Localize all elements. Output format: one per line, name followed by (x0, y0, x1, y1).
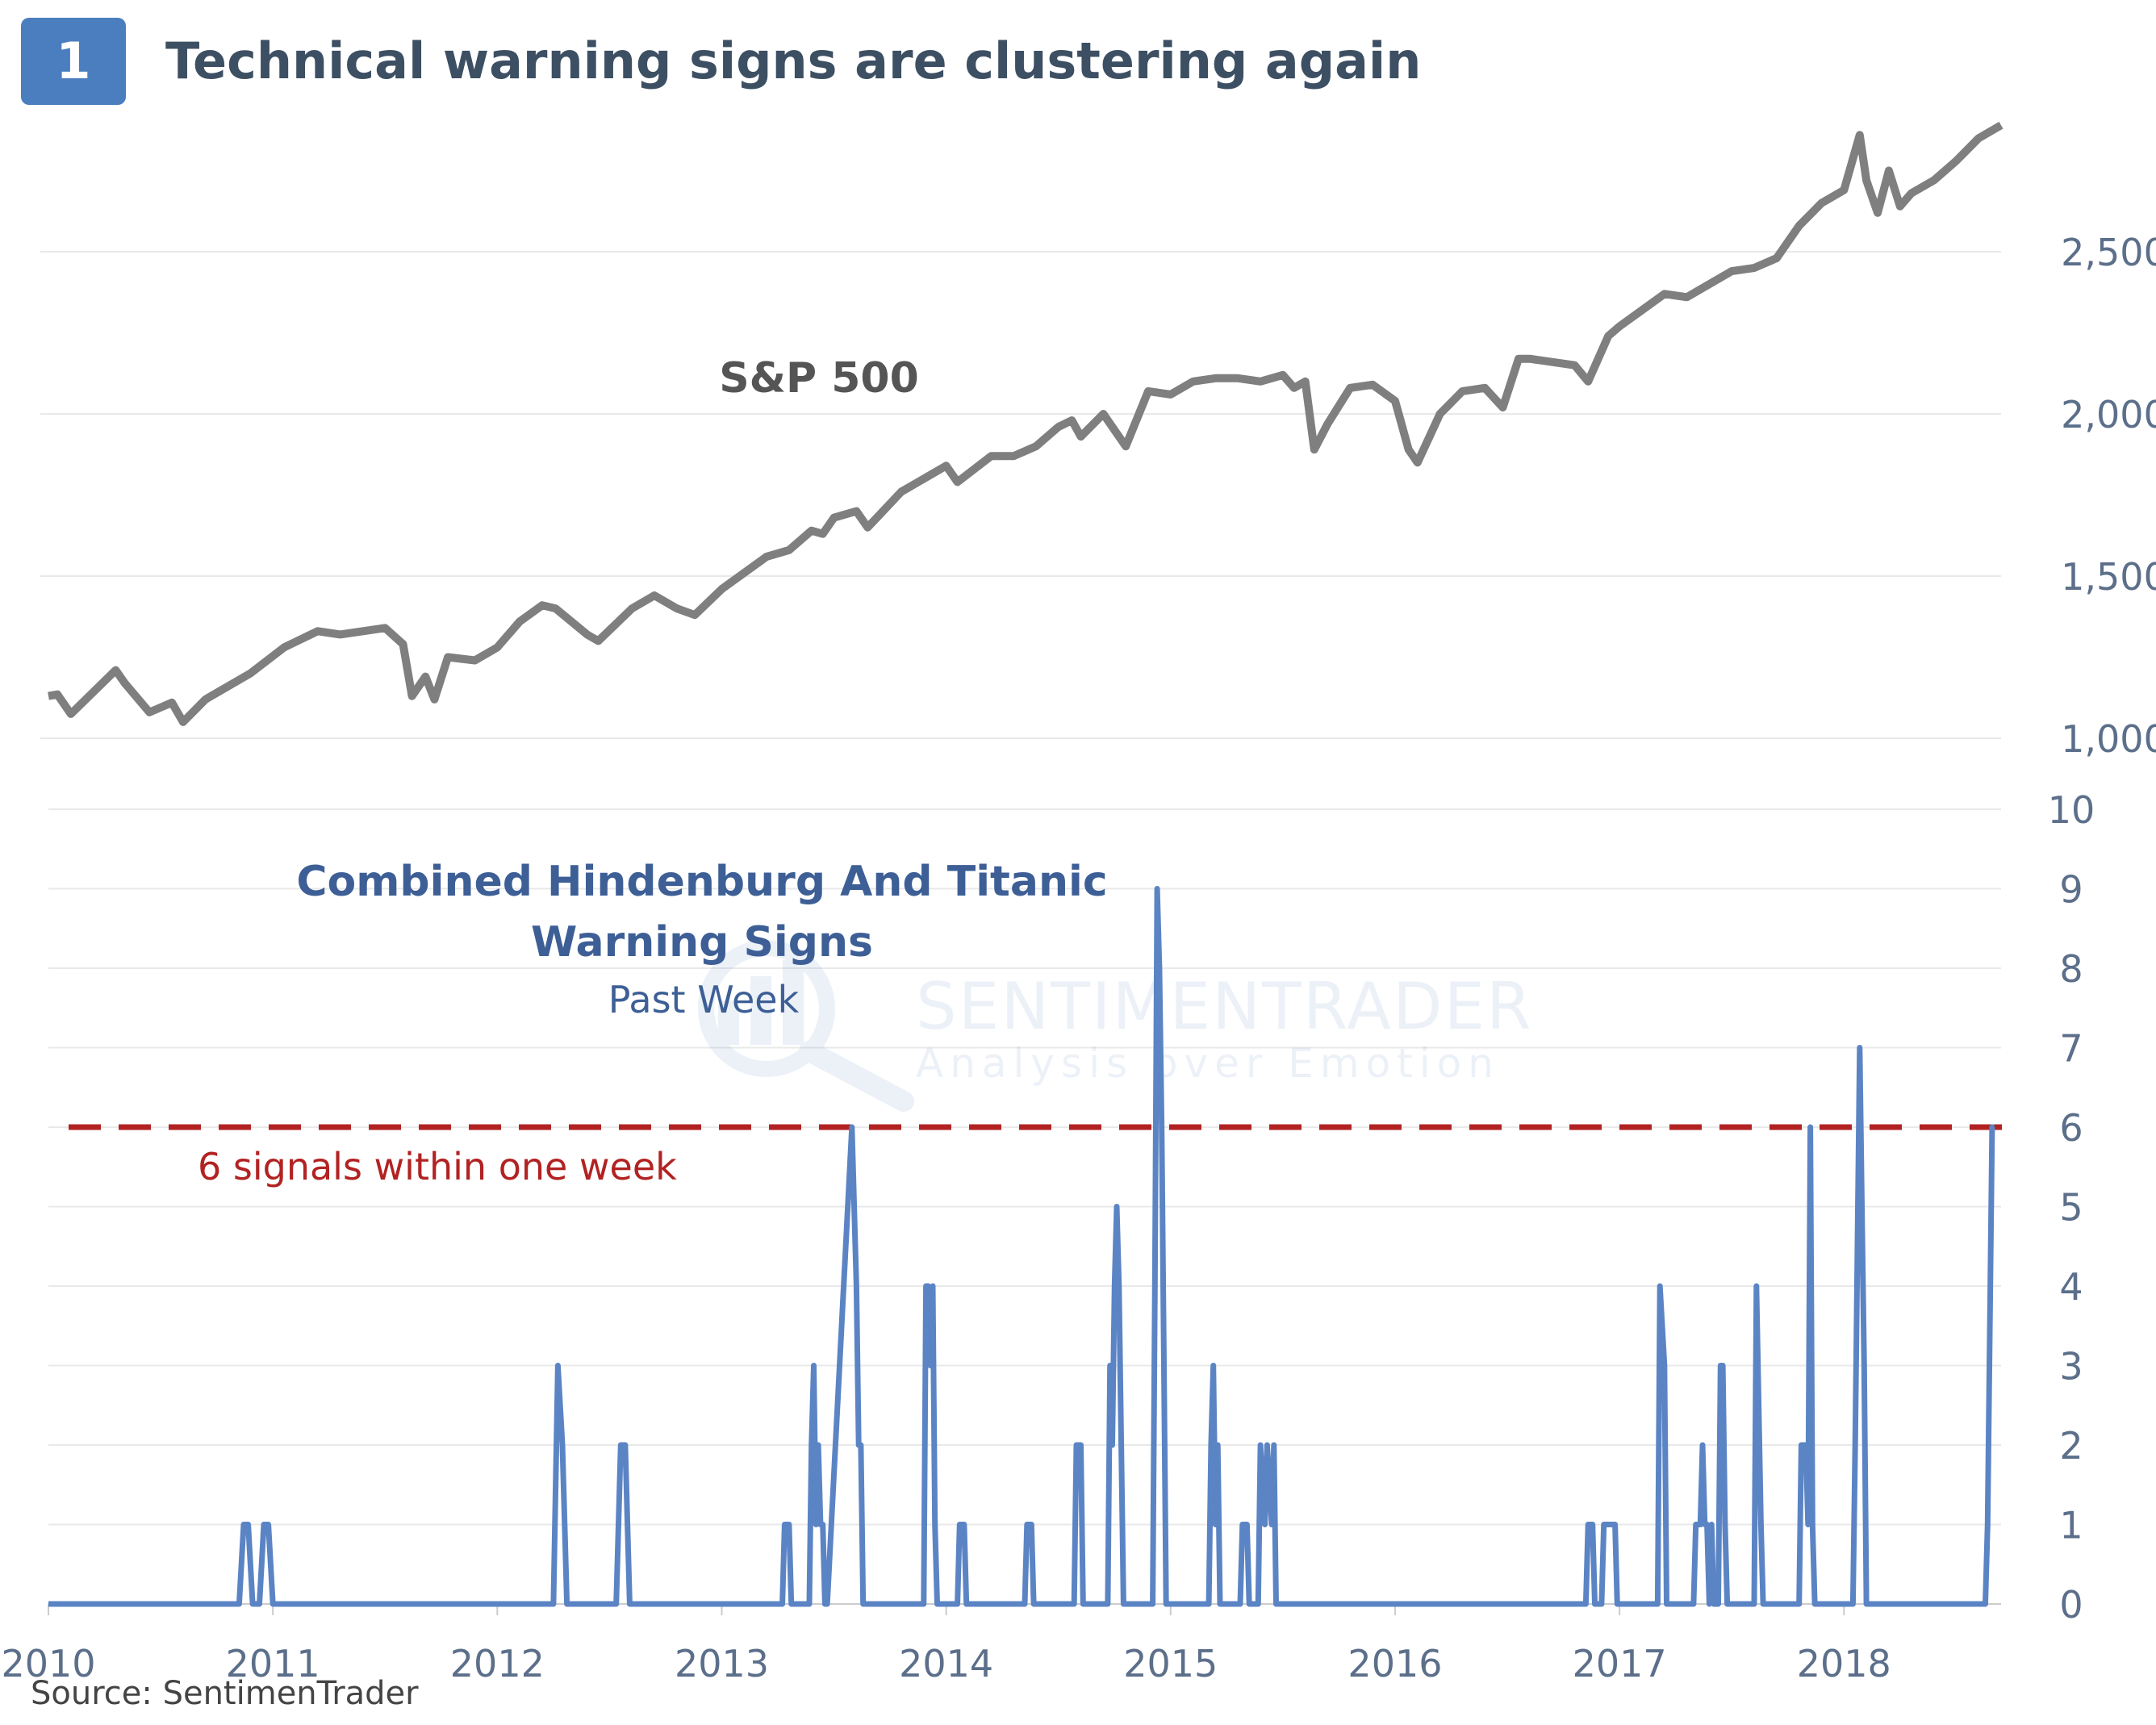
sp500-line (48, 121, 2003, 726)
x-tick-label: 2014 (899, 1642, 993, 1685)
source-note: Source: SentimenTrader (31, 1675, 419, 1712)
magnifier-chart-logo-icon (698, 940, 914, 1112)
chart-number-badge: 1 (21, 18, 126, 105)
signals-tick-label: 3 (2059, 1345, 2083, 1389)
x-tick-label: 2013 (675, 1642, 769, 1685)
signals-tick-label: 0 (2059, 1583, 2083, 1627)
signals-tick-label: 7 (2059, 1027, 2083, 1071)
x-tick-label: 2016 (1348, 1642, 1442, 1685)
signals-tick-label: 6 (2059, 1106, 2083, 1150)
x-tick-label: 2011 (226, 1642, 320, 1685)
signals-tick-label: 10 (2048, 788, 2095, 832)
signals-tick-label: 4 (2059, 1265, 2083, 1309)
sp500-label: S&P 500 (719, 354, 919, 403)
x-tick-label: 2017 (1573, 1642, 1667, 1685)
x-axis: 2010 2011 2012 2013 2014 2015 2016 2017 2018 (1, 1603, 2001, 1685)
signals-tick-label: 1 (2059, 1504, 2083, 1547)
sp500-y-axis: 1,000 1,500 2,000 2,500 (2061, 231, 2156, 761)
x-tick-label: 2018 (1797, 1642, 1891, 1685)
sp500-tick-label: 1,000 (2061, 717, 2156, 761)
sp500-tick-label: 2,500 (2061, 231, 2156, 274)
x-tick-label: 2015 (1123, 1642, 1218, 1685)
signals-tick-label: 9 (2059, 868, 2083, 912)
sp500-tick-label: 2,000 (2061, 393, 2156, 436)
sp500-tick-label: 1,500 (2061, 555, 2156, 599)
watermark-tagline: Analysis over Emotion (916, 1040, 1500, 1087)
signals-line (48, 886, 1995, 1607)
signals-subtitle: Past Week (608, 978, 800, 1021)
watermark: SENTIMENTRADER Analysis over Emotion (698, 940, 1533, 1112)
signals-tick-label: 5 (2059, 1186, 2083, 1230)
signals-title-line-2: Warning Signs (531, 918, 873, 967)
signals-tick-label: 8 (2059, 947, 2083, 991)
signals-title-line-1: Combined Hindenburg And Titanic (296, 858, 1107, 906)
watermark-brand: SENTIMENTRADER (916, 969, 1533, 1044)
signals-tick-label: 2 (2059, 1424, 2083, 1468)
threshold-label: 6 signals within one week (198, 1145, 677, 1188)
chart-title: Technical warning signs are clustering a… (165, 31, 1422, 90)
x-tick-label: 2010 (1, 1642, 95, 1685)
x-tick-label: 2012 (450, 1642, 545, 1685)
signals-y-axis: 0 1 2 3 4 5 6 7 8 9 10 (2048, 788, 2095, 1627)
